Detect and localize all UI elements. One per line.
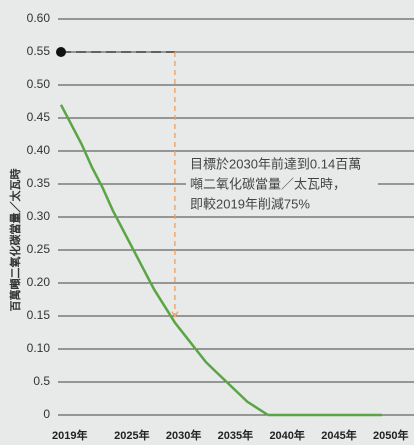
y-tick-label: 0.5 bbox=[33, 374, 50, 388]
y-tick-label: 0.40 bbox=[27, 143, 51, 157]
x-tick-label: 2045年 bbox=[321, 428, 356, 442]
x-tick-label: 2040年 bbox=[269, 428, 304, 442]
x-tick-label: 2019年 bbox=[52, 428, 87, 442]
y-tick-label: 0.25 bbox=[27, 242, 51, 256]
annotation: 即較2019年削減75% bbox=[190, 196, 310, 211]
y-tick-label: 0.50 bbox=[27, 77, 51, 91]
y-tick-label: 0.35 bbox=[27, 176, 51, 190]
x-tick-label: 2035年 bbox=[218, 428, 253, 442]
annotation: 目標於2030年前達到0.14百萬 bbox=[190, 156, 361, 171]
y-tick-label: 0 bbox=[43, 407, 50, 421]
y-tick-label: 0.20 bbox=[27, 275, 51, 289]
y-tick-label: 0.30 bbox=[27, 209, 51, 223]
annotation: 噸二氧化碳當量／太瓦時， bbox=[190, 176, 346, 191]
target-dot bbox=[56, 47, 66, 57]
line-series bbox=[59, 104, 382, 417]
y-tick-label: 0.60 bbox=[27, 11, 51, 25]
arrow-head bbox=[171, 311, 179, 318]
y-tick-label: 0.15 bbox=[27, 308, 51, 322]
y-tick-label: 0.55 bbox=[27, 44, 51, 58]
x-tick-label: 2030年 bbox=[166, 428, 201, 442]
y-axis-label: 百萬噸二氧化碳當量／太瓦時 bbox=[8, 169, 22, 312]
y-tick-label: 0.45 bbox=[27, 110, 51, 124]
annotation-bg bbox=[186, 154, 378, 216]
x-tick-label: 2025年 bbox=[114, 428, 149, 442]
x-tick-label: 2050年 bbox=[373, 428, 408, 442]
y-tick-label: 0.10 bbox=[27, 341, 51, 355]
